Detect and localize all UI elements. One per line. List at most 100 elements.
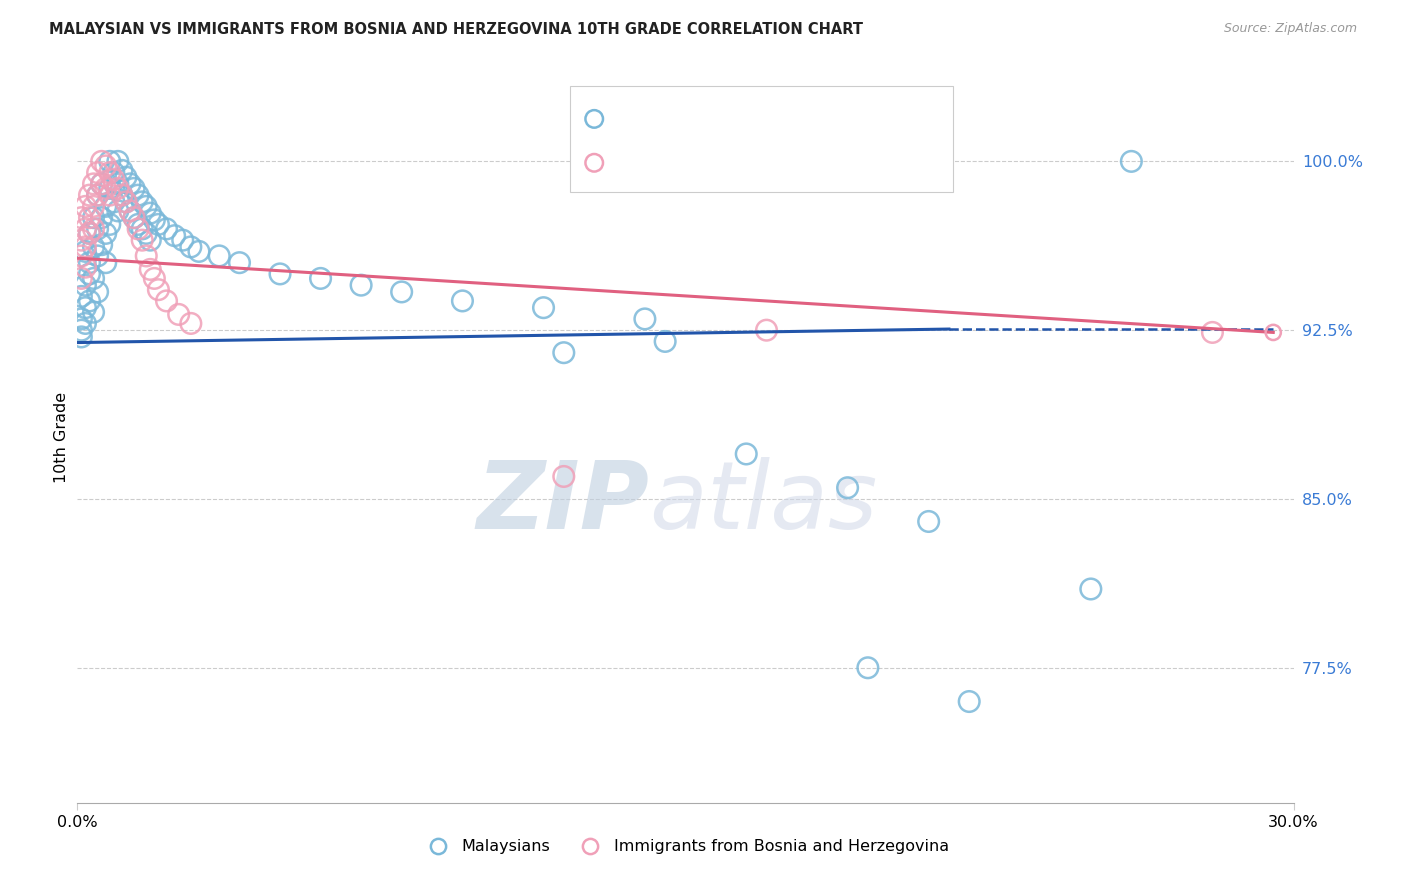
Point bbox=[143, 271, 166, 285]
Point bbox=[118, 203, 141, 218]
FancyBboxPatch shape bbox=[569, 86, 953, 192]
Point bbox=[75, 317, 97, 331]
Point bbox=[350, 278, 373, 293]
Point bbox=[90, 177, 112, 191]
Point bbox=[228, 255, 250, 269]
Point bbox=[83, 271, 105, 285]
Point bbox=[957, 694, 980, 708]
Point bbox=[553, 345, 575, 359]
Point bbox=[103, 194, 125, 209]
Legend: Malaysians, Immigrants from Bosnia and Herzegovina: Malaysians, Immigrants from Bosnia and H… bbox=[415, 833, 956, 861]
Point bbox=[127, 218, 149, 232]
Point bbox=[155, 293, 177, 308]
Point bbox=[83, 222, 105, 236]
Point bbox=[90, 211, 112, 225]
Point bbox=[135, 199, 157, 213]
Point bbox=[83, 177, 105, 191]
Point bbox=[122, 211, 145, 225]
Point bbox=[107, 177, 129, 191]
Point bbox=[127, 222, 149, 236]
Point bbox=[634, 312, 657, 326]
Point bbox=[111, 188, 134, 202]
Point bbox=[155, 222, 177, 236]
Point bbox=[79, 188, 101, 202]
Point bbox=[118, 177, 141, 191]
Point bbox=[269, 267, 291, 281]
Point bbox=[131, 233, 153, 247]
Point bbox=[86, 249, 108, 263]
Point bbox=[553, 469, 575, 483]
Point bbox=[1121, 154, 1143, 169]
Point bbox=[103, 166, 125, 180]
Point bbox=[111, 188, 134, 202]
Point bbox=[1263, 326, 1285, 340]
Point bbox=[115, 170, 138, 185]
Point bbox=[79, 293, 101, 308]
Point bbox=[79, 227, 101, 241]
Point bbox=[83, 240, 105, 254]
Point bbox=[167, 307, 190, 321]
Point bbox=[143, 213, 166, 227]
Point bbox=[755, 323, 778, 337]
Text: R = -0.159    N = 40: R = -0.159 N = 40 bbox=[606, 155, 799, 170]
Point bbox=[107, 181, 129, 195]
Point bbox=[107, 203, 129, 218]
Point bbox=[75, 301, 97, 315]
Point bbox=[94, 227, 117, 241]
Point bbox=[70, 312, 93, 326]
Point bbox=[83, 305, 105, 319]
Point bbox=[837, 481, 859, 495]
Point bbox=[148, 218, 170, 232]
Point bbox=[135, 249, 157, 263]
Point bbox=[451, 293, 474, 308]
Point bbox=[86, 188, 108, 202]
Point bbox=[98, 188, 121, 202]
Point bbox=[94, 255, 117, 269]
Point bbox=[115, 194, 138, 209]
Point bbox=[70, 271, 93, 285]
Point bbox=[98, 218, 121, 232]
Point bbox=[70, 330, 93, 344]
Point bbox=[391, 285, 413, 299]
Point bbox=[79, 267, 101, 281]
Point bbox=[208, 249, 231, 263]
Text: ZIP: ZIP bbox=[477, 457, 650, 549]
Point bbox=[180, 240, 202, 254]
Point bbox=[309, 271, 332, 285]
Point bbox=[135, 227, 157, 241]
Point bbox=[122, 181, 145, 195]
Point bbox=[79, 227, 101, 241]
Point bbox=[75, 240, 97, 254]
Point bbox=[70, 211, 93, 225]
Point bbox=[86, 222, 108, 236]
Point bbox=[188, 244, 211, 259]
Point bbox=[86, 285, 108, 299]
Point bbox=[86, 188, 108, 202]
Point bbox=[139, 206, 162, 220]
Text: R =  0.018    N = 82: R = 0.018 N = 82 bbox=[606, 112, 799, 127]
Point bbox=[70, 289, 93, 303]
Point bbox=[90, 237, 112, 252]
Point bbox=[75, 278, 97, 293]
Point bbox=[115, 194, 138, 209]
Point bbox=[735, 447, 758, 461]
Text: atlas: atlas bbox=[650, 458, 877, 549]
Point bbox=[122, 211, 145, 225]
Point bbox=[180, 317, 202, 331]
Point bbox=[127, 188, 149, 202]
Point bbox=[98, 166, 121, 180]
Point bbox=[1201, 326, 1223, 340]
Point bbox=[172, 233, 194, 247]
Point bbox=[94, 199, 117, 213]
Point bbox=[79, 211, 101, 225]
Y-axis label: 10th Grade: 10th Grade bbox=[53, 392, 69, 483]
Point bbox=[533, 301, 555, 315]
Point bbox=[75, 260, 97, 275]
Point bbox=[75, 199, 97, 213]
Point bbox=[131, 222, 153, 236]
Point bbox=[107, 154, 129, 169]
Point bbox=[139, 262, 162, 277]
Point bbox=[118, 203, 141, 218]
Point bbox=[90, 177, 112, 191]
Point bbox=[1080, 582, 1102, 596]
